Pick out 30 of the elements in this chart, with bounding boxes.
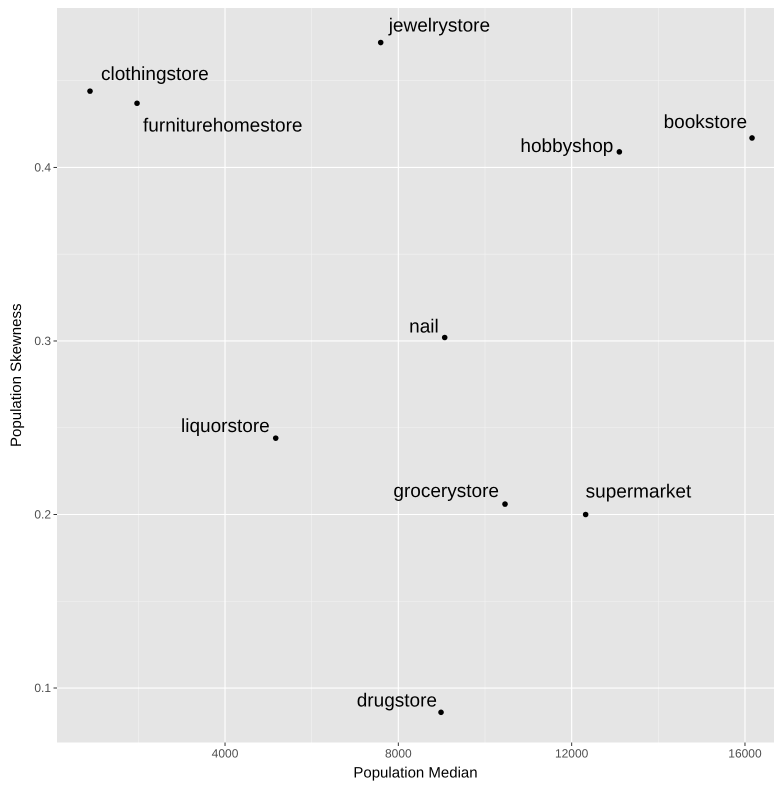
annotation: supermarket [586,482,692,502]
point [442,334,448,340]
point [616,149,622,155]
y-axis-title: Population Skewness [8,304,25,447]
annotation: clothingstore [101,64,209,86]
annotation: bookstore [664,112,748,133]
annotation: jewelrystore [388,16,490,37]
x-tick-label: 16000 [728,746,762,760]
annotation: drugstore [356,690,438,712]
annotation: grocerystore [393,481,500,502]
point [134,100,140,106]
point [438,710,444,716]
point [582,512,588,518]
annotation: liquorstore [181,416,270,438]
point [749,135,755,141]
point [272,435,279,441]
x-axis-title: Population Median [353,764,478,782]
annotation: furniturehomestore [143,115,302,136]
y-tick-label: 0.2 [34,508,52,522]
y-tick-label: 0.3 [34,334,52,348]
y-tick-label: 0.1 [34,681,52,696]
x-tick-label: 8000 [384,746,412,760]
point [502,501,508,507]
x-tick-label: 4000 [212,746,239,760]
annotation: hobbyshop [520,136,614,157]
point [87,88,93,94]
x-tick-label: 12000 [554,746,589,760]
annotation: nail [409,316,439,338]
point [378,40,384,46]
y-tick-label: 0.4 [34,160,52,174]
